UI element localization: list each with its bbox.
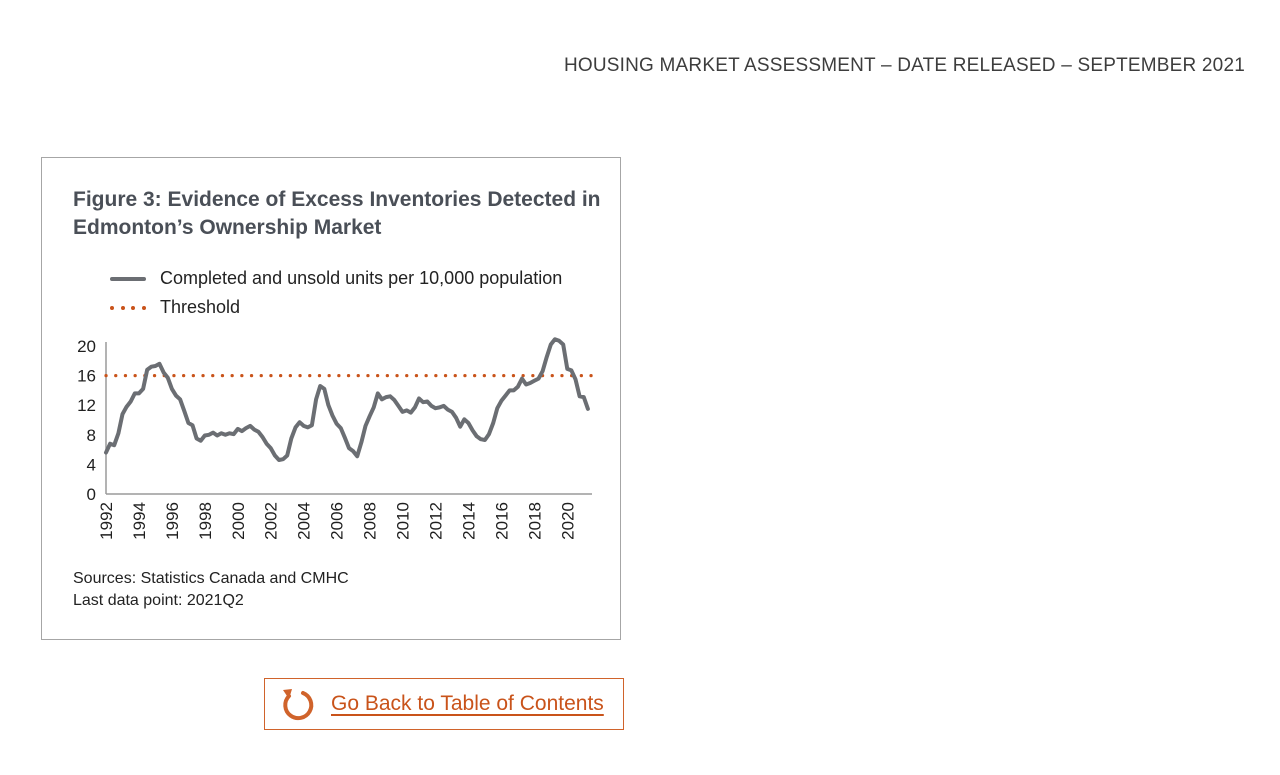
y-tick-label: 0 xyxy=(87,485,96,504)
x-tick-label: 2010 xyxy=(394,502,413,540)
x-tick-label: 2018 xyxy=(525,502,544,540)
x-tick-label: 1992 xyxy=(97,502,116,540)
line-chart: 0 4 8 12 16 20 1992 1994 1996 1998 2000 2002 2004 20… xyxy=(77,337,594,540)
legend-label-threshold: Threshold xyxy=(160,297,241,317)
x-tick-label: 1998 xyxy=(196,502,215,540)
sources-text: Sources: Statistics Canada and CMHC xyxy=(73,570,349,587)
y-tick-label: 20 xyxy=(77,337,96,356)
y-tick-label: 4 xyxy=(87,455,96,474)
y-tick-label: 8 xyxy=(87,426,96,445)
x-tick-labels: 1992 1994 1996 1998 2000 2002 2004 2006 2008 2010… xyxy=(97,502,577,540)
back-to-toc-button[interactable]: Go Back to Table of Contents xyxy=(264,678,624,730)
legend-entry-series: Completed and unsold units per 10,000 po… xyxy=(110,264,562,293)
x-tick-label: 2000 xyxy=(229,502,248,540)
legend-swatch-solid xyxy=(110,273,146,285)
x-tick-label: 2002 xyxy=(262,502,281,540)
undo-arrow-icon xyxy=(283,689,314,721)
x-tick-label: 2020 xyxy=(558,502,577,540)
y-tick-labels: 0 4 8 12 16 20 xyxy=(77,337,96,504)
chart-axes xyxy=(105,342,592,495)
figure-sources: Sources: Statistics Canada and CMHC Last… xyxy=(73,568,349,612)
y-tick-label: 12 xyxy=(77,396,96,415)
x-tick-label: 2016 xyxy=(492,502,511,540)
x-tick-label: 2008 xyxy=(361,502,380,540)
x-tick-label: 2004 xyxy=(295,502,314,540)
figure-box: Figure 3: Evidence of Excess Inventories… xyxy=(41,157,621,640)
series-line-inventory xyxy=(104,337,590,462)
y-tick-label: 16 xyxy=(77,367,96,386)
last-data-point: Last data point: 2021Q2 xyxy=(73,592,244,609)
back-to-toc-label: Go Back to Table of Contents xyxy=(331,692,604,715)
page-header: HOUSING MARKET ASSESSMENT – DATE RELEASE… xyxy=(563,55,1245,76)
x-tick-label: 1994 xyxy=(130,502,149,540)
x-tick-label: 2006 xyxy=(328,502,347,540)
x-tick-label: 2014 xyxy=(459,502,478,540)
legend-label-series: Completed and unsold units per 10,000 po… xyxy=(160,268,563,288)
x-tick-label: 2012 xyxy=(426,502,445,540)
legend-entry-threshold: Threshold xyxy=(110,293,562,322)
chart-legend: Completed and unsold units per 10,000 po… xyxy=(110,264,562,322)
x-tick-label: 1996 xyxy=(163,502,182,540)
chart-series xyxy=(104,337,594,462)
legend-swatch-dotted xyxy=(110,302,146,314)
figure-title: Figure 3: Evidence of Excess Inventories… xyxy=(73,188,601,239)
